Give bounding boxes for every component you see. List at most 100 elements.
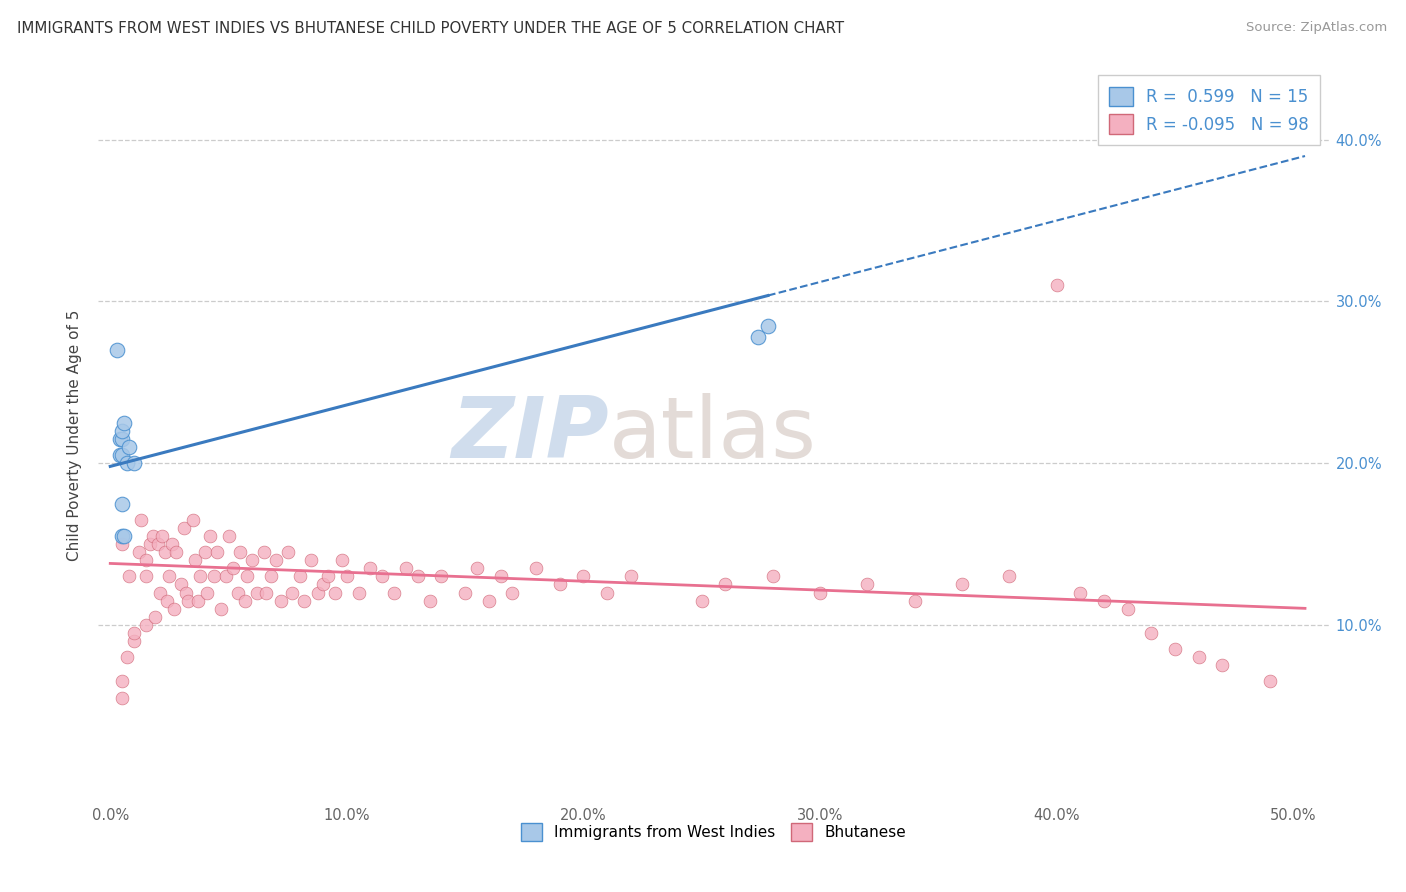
Point xyxy=(222,561,245,575)
Point xyxy=(1092,593,1115,607)
Point xyxy=(856,577,879,591)
Point xyxy=(714,577,737,591)
Point xyxy=(108,448,131,462)
Point xyxy=(572,569,595,583)
Point xyxy=(454,585,477,599)
Point xyxy=(215,569,238,583)
Point xyxy=(173,521,195,535)
Point xyxy=(115,456,138,470)
Point xyxy=(419,593,441,607)
Point xyxy=(233,593,256,607)
Point xyxy=(1187,650,1209,665)
Point xyxy=(336,569,359,583)
Point xyxy=(118,569,141,583)
Point xyxy=(156,593,179,607)
Point xyxy=(360,561,382,575)
Point xyxy=(253,545,276,559)
Point xyxy=(998,569,1021,583)
Point xyxy=(270,593,292,607)
Point xyxy=(122,626,145,640)
Point xyxy=(157,569,180,583)
Point xyxy=(281,585,304,599)
Point xyxy=(128,545,150,559)
Point xyxy=(150,529,173,543)
Point xyxy=(347,585,370,599)
Point xyxy=(195,585,218,599)
Point xyxy=(139,537,162,551)
Point xyxy=(205,545,228,559)
Point xyxy=(114,529,136,543)
Point xyxy=(382,585,405,599)
Point xyxy=(229,545,252,559)
Point xyxy=(188,569,211,583)
Point xyxy=(1116,601,1139,615)
Point xyxy=(160,537,183,551)
Point xyxy=(129,513,152,527)
Point xyxy=(111,497,134,511)
Point xyxy=(277,545,299,559)
Point xyxy=(166,545,188,559)
Point xyxy=(395,561,418,575)
Point xyxy=(756,318,779,333)
Point xyxy=(1045,278,1067,293)
Point xyxy=(501,585,523,599)
Point xyxy=(143,609,166,624)
Text: atlas: atlas xyxy=(609,393,817,476)
Point xyxy=(111,432,134,446)
Point xyxy=(1069,585,1091,599)
Text: Source: ZipAtlas.com: Source: ZipAtlas.com xyxy=(1247,21,1388,35)
Point xyxy=(111,424,134,438)
Point xyxy=(312,577,335,591)
Point xyxy=(122,456,145,470)
Text: ZIP: ZIP xyxy=(451,393,609,476)
Point xyxy=(218,529,240,543)
Point xyxy=(596,585,619,599)
Point xyxy=(307,585,329,599)
Point xyxy=(299,553,322,567)
Point xyxy=(177,593,200,607)
Legend: Immigrants from West Indies, Bhutanese: Immigrants from West Indies, Bhutanese xyxy=(515,817,912,847)
Point xyxy=(170,577,193,591)
Point xyxy=(620,569,643,583)
Point xyxy=(105,343,128,357)
Point xyxy=(111,448,134,462)
Point xyxy=(246,585,269,599)
Point xyxy=(118,440,141,454)
Point xyxy=(240,553,263,567)
Point xyxy=(316,569,339,583)
Point xyxy=(1140,626,1163,640)
Point xyxy=(548,577,571,591)
Point xyxy=(211,601,233,615)
Point xyxy=(111,529,134,543)
Point xyxy=(264,553,287,567)
Point xyxy=(174,585,197,599)
Point xyxy=(108,432,131,446)
Point xyxy=(478,593,501,607)
Point xyxy=(1164,642,1187,657)
Point xyxy=(163,601,186,615)
Point xyxy=(1211,658,1233,673)
Point xyxy=(111,690,134,705)
Point xyxy=(115,650,138,665)
Point xyxy=(330,553,353,567)
Point xyxy=(194,545,217,559)
Point xyxy=(808,585,831,599)
Point xyxy=(202,569,225,583)
Point xyxy=(260,569,283,583)
Point xyxy=(690,593,713,607)
Point xyxy=(288,569,311,583)
Point xyxy=(181,513,204,527)
Text: IMMIGRANTS FROM WEST INDIES VS BHUTANESE CHILD POVERTY UNDER THE AGE OF 5 CORREL: IMMIGRANTS FROM WEST INDIES VS BHUTANESE… xyxy=(17,21,844,37)
Point xyxy=(142,529,165,543)
Point xyxy=(323,585,346,599)
Point xyxy=(114,416,136,430)
Point xyxy=(187,593,209,607)
Point xyxy=(489,569,512,583)
Point xyxy=(1258,674,1281,689)
Point xyxy=(904,593,927,607)
Point xyxy=(236,569,259,583)
Point xyxy=(226,585,249,599)
Point xyxy=(111,537,134,551)
Point xyxy=(184,553,207,567)
Point xyxy=(762,569,785,583)
